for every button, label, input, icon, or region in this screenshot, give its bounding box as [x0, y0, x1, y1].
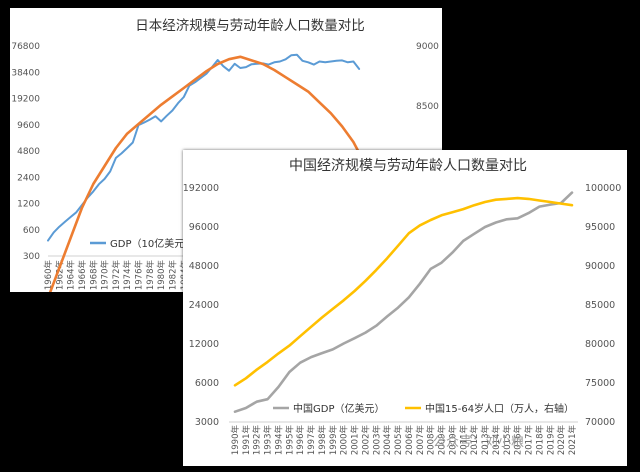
- china-x-tick: 2005年: [393, 425, 404, 456]
- china-x-tick: 1992年: [252, 425, 263, 456]
- china-y-right-tick: 90000: [585, 261, 615, 272]
- china-x-tick: 1997年: [306, 425, 317, 456]
- japan-x-tick: 1964年: [66, 260, 77, 291]
- china-x-tick: 2016年: [513, 425, 524, 456]
- japan-x-tick: 1962年: [54, 260, 65, 291]
- china-y-right-tick: 85000: [585, 300, 615, 311]
- china-x-tick: 1995年: [284, 425, 295, 456]
- china-legend: 中国GDP（亿美元） 中国15-64岁人口（万人，右轴）: [273, 402, 574, 415]
- china-x-tick: 2001年: [350, 425, 361, 456]
- china-y-left-tick: 24000: [189, 300, 219, 311]
- china-x-tick: 2011年: [458, 425, 469, 456]
- china-y-right-tick: 80000: [585, 339, 615, 350]
- china-x-tick: 2020年: [556, 425, 567, 456]
- china-x-tick: 2000年: [339, 425, 350, 456]
- china-y-right-tick: 70000: [585, 417, 615, 428]
- china-x-tick: 2010年: [447, 425, 458, 456]
- china-x-tick: 2015年: [502, 425, 513, 456]
- china-y-left-tick: 96000: [189, 222, 219, 233]
- japan-x-tick: 1970年: [100, 260, 111, 291]
- japan-y-left-tick: 38400: [11, 68, 40, 78]
- china-x-tick: 2007年: [415, 425, 426, 456]
- china-x-axis: 1990年 1991年 1992年 1993年 1994年 1995年 1996年 1997年…: [229, 421, 578, 456]
- china-gdp-line: [233, 191, 574, 414]
- china-x-tick: 1990年: [230, 425, 241, 456]
- japan-y-left-tick: 600: [23, 226, 40, 236]
- china-x-tick: 2008年: [426, 425, 437, 456]
- china-legend-gdp-label: 中国GDP（亿美元）: [293, 402, 384, 415]
- china-x-tick: 2021年: [567, 425, 578, 456]
- japan-chart: 日本经济规模与劳动年龄人口数量对比 300 600 1200 2400 4800 9600…: [11, 18, 439, 292]
- china-population-line: [233, 196, 574, 387]
- china-x-tick: 2002年: [360, 425, 371, 456]
- china-x-tick: 2019年: [545, 425, 556, 456]
- japan-x-tick: 1974年: [122, 260, 133, 291]
- japan-y-axis-left: 300 600 1200 2400 4800 9600 19200 38400 76800: [11, 42, 40, 262]
- china-x-tick: 1999年: [328, 425, 339, 456]
- china-x-tick: 2009年: [437, 425, 448, 456]
- japan-y-right-tick: 9000: [416, 42, 439, 52]
- japan-chart-title: 日本经济规模与劳动年龄人口数量对比: [135, 18, 365, 34]
- china-y-left-tick: 6000: [195, 378, 219, 389]
- china-x-tick: 2006年: [404, 425, 415, 456]
- japan-y-left-tick: 76800: [11, 42, 40, 52]
- china-x-tick: 1998年: [317, 425, 328, 456]
- japan-y-left-tick: 4800: [17, 147, 40, 157]
- china-x-tick: 2013年: [480, 425, 491, 456]
- japan-y-right-tick: 8500: [416, 102, 439, 112]
- china-x-tick: 2004年: [382, 425, 393, 456]
- japan-plot-area: [47, 53, 412, 292]
- china-chart-title: 中国经济规模与劳动年龄人口数量对比: [289, 158, 527, 174]
- china-chart: 中国经济规模与劳动年龄人口数量对比 3000 6000 12000 24000 4800…: [183, 158, 621, 456]
- china-y-axis-right: 70000 75000 80000 85000 90000 95000 100000: [585, 183, 621, 428]
- china-x-tick: 1994年: [273, 425, 284, 456]
- china-y-right-tick: 100000: [585, 183, 621, 194]
- japan-x-axis: 1960年 1962年 1964年 1966年 1968年 1970年 1972年 1974年…: [43, 255, 410, 291]
- japan-x-tick: 1980年: [156, 260, 167, 291]
- japan-gdp-line: [47, 53, 361, 242]
- china-y-left-tick: 192000: [183, 183, 219, 194]
- china-y-right-tick: 75000: [585, 378, 615, 389]
- china-x-tick: 1996年: [295, 425, 306, 456]
- china-y-axis-left: 3000 6000 12000 24000 48000 96000 192000: [183, 183, 219, 428]
- japan-legend: GDP（10亿美元）: [90, 237, 194, 250]
- japan-y-left-tick: 2400: [17, 173, 40, 183]
- china-x-tick: 2014年: [491, 425, 502, 456]
- china-y-left-tick: 48000: [189, 261, 219, 272]
- japan-y-left-tick: 300: [23, 252, 40, 262]
- japan-legend-gdp-label: GDP（10亿美元）: [110, 237, 194, 250]
- watermark-text: 公众号：刘小粮: [433, 435, 524, 450]
- japan-x-tick: 1978年: [145, 260, 156, 291]
- japan-y-left-tick: 1200: [17, 200, 40, 210]
- china-chart-panel: 中国经济规模与劳动年龄人口数量对比 3000 6000 12000 24000 4800…: [183, 150, 627, 466]
- japan-x-tick: 1976年: [134, 260, 145, 291]
- china-x-tick: 2017年: [524, 425, 535, 456]
- china-x-tick: 2012年: [469, 425, 480, 456]
- china-x-tick: 1991年: [241, 425, 252, 456]
- china-y-left-tick: 3000: [195, 417, 219, 428]
- japan-population-line: [48, 55, 412, 292]
- china-x-tick: 2018年: [534, 425, 545, 456]
- japan-x-tick: 1968年: [88, 260, 99, 291]
- japan-x-tick: 1966年: [77, 260, 88, 291]
- china-y-left-tick: 12000: [189, 339, 219, 350]
- china-x-tick: 2003年: [371, 425, 382, 456]
- japan-x-tick: 1972年: [111, 260, 122, 291]
- china-legend-pop-label: 中国15-64岁人口（万人，右轴）: [425, 402, 574, 415]
- japan-x-tick: 1982年: [167, 260, 178, 291]
- japan-y-left-tick: 19200: [11, 95, 40, 105]
- japan-x-tick: 1960年: [43, 260, 54, 291]
- china-plot-area: [233, 191, 574, 414]
- china-x-tick: 1993年: [263, 425, 274, 456]
- japan-y-left-tick: 9600: [17, 121, 40, 131]
- china-y-right-tick: 95000: [585, 222, 615, 233]
